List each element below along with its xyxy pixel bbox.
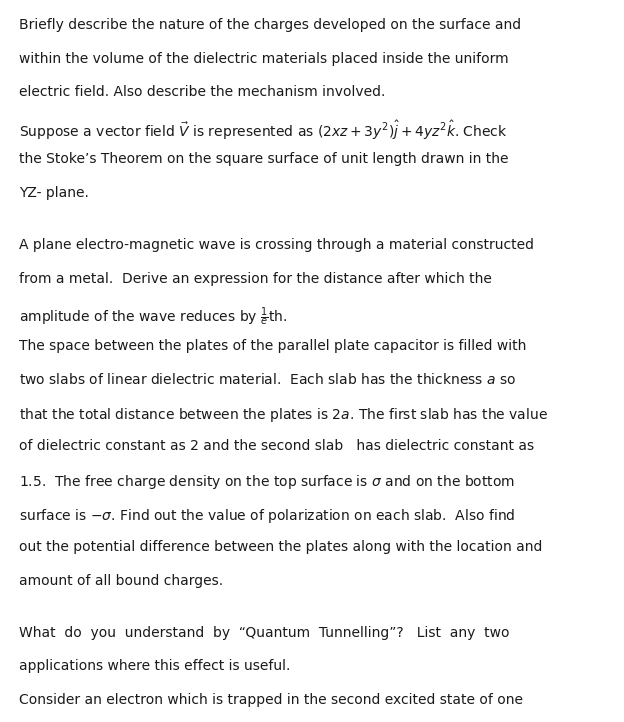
Text: Briefly describe the nature of the charges developed on the surface and: Briefly describe the nature of the charg… (19, 18, 521, 32)
Text: YZ- plane.: YZ- plane. (19, 186, 89, 200)
Text: amount of all bound charges.: amount of all bound charges. (19, 574, 223, 588)
Text: within the volume of the dielectric materials placed inside the uniform: within the volume of the dielectric mate… (19, 52, 509, 66)
Text: that the total distance between the plates is $2a$. The first slab has the value: that the total distance between the plat… (19, 406, 548, 424)
Text: The space between the plates of the parallel plate capacitor is filled with: The space between the plates of the para… (19, 339, 526, 352)
Text: Consider an electron which is trapped in the second excited state of one: Consider an electron which is trapped in… (19, 693, 523, 707)
Text: applications where this effect is useful.: applications where this effect is useful… (19, 659, 290, 674)
Text: of dielectric constant as 2 and the second slab   has dielectric constant as: of dielectric constant as 2 and the seco… (19, 440, 534, 453)
Text: A plane electro-magnetic wave is crossing through a material constructed: A plane electro-magnetic wave is crossin… (19, 238, 534, 252)
Text: What  do  you  understand  by  “Quantum  Tunnelling”?   List  any  two: What do you understand by “Quantum Tunne… (19, 626, 509, 640)
Text: amplitude of the wave reduces by $\frac{1}{e}$th.: amplitude of the wave reduces by $\frac{… (19, 305, 287, 328)
Text: two slabs of linear dielectric material.  Each slab has the thickness $a$ so: two slabs of linear dielectric material.… (19, 373, 516, 387)
Text: electric field. Also describe the mechanism involved.: electric field. Also describe the mechan… (19, 85, 385, 99)
Text: 1.5.  The free charge density on the top surface is $\sigma$ and on the bottom: 1.5. The free charge density on the top … (19, 473, 515, 491)
Text: surface is $-\sigma$. Find out the value of polarization on each slab.  Also fin: surface is $-\sigma$. Find out the value… (19, 507, 515, 525)
Text: the Stoke’s Theorem on the square surface of unit length drawn in the: the Stoke’s Theorem on the square surfac… (19, 152, 508, 166)
Text: from a metal.  Derive an expression for the distance after which the: from a metal. Derive an expression for t… (19, 271, 492, 285)
Text: Suppose a vector field $\vec{V}$ is represented as $(2xz+3y^2)\hat{j} + 4yz^2\ha: Suppose a vector field $\vec{V}$ is repr… (19, 118, 507, 142)
Text: out the potential difference between the plates along with the location and: out the potential difference between the… (19, 540, 542, 554)
